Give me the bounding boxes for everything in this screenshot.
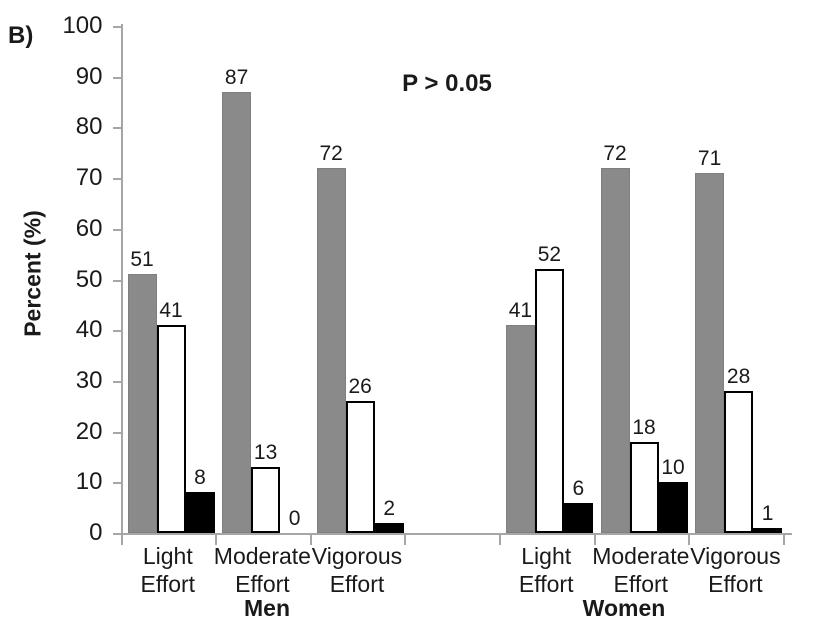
y-tick — [112, 26, 121, 28]
y-tick — [112, 228, 121, 231]
x-tick — [215, 535, 218, 545]
bar-gray — [695, 173, 725, 533]
bar-value-label: 52 — [537, 243, 562, 267]
y-tick — [112, 533, 121, 535]
y-tick — [112, 380, 121, 383]
category-label: Vigorous Effort — [690, 543, 781, 597]
bar-white — [534, 269, 564, 533]
bar-value-label: 2 — [383, 496, 396, 520]
bar-black — [658, 482, 688, 533]
y-tick — [112, 431, 121, 434]
bar-value-label: 71 — [697, 147, 722, 171]
bar-black — [753, 527, 783, 533]
y-tick-label: 50 — [75, 265, 103, 293]
bar-value-label: 1 — [761, 501, 774, 525]
y-tick-label: 80 — [75, 113, 103, 141]
bar-value-label: 18 — [632, 415, 656, 439]
x-tick — [593, 535, 596, 545]
bar-gray — [222, 91, 252, 533]
y-tick — [112, 330, 121, 333]
bar-gray — [316, 167, 346, 533]
bar-black — [374, 522, 404, 533]
y-tick-label: 10 — [75, 468, 103, 496]
y-tick-label: 60 — [75, 214, 103, 242]
category-label: Moderate Effort — [592, 543, 690, 597]
x-tick — [688, 535, 691, 545]
bar-value-label: 51 — [130, 248, 154, 272]
bar-value-label: 28 — [726, 365, 751, 389]
bar-value-label: 72 — [319, 141, 343, 165]
bar-value-label: 13 — [253, 441, 278, 465]
bar-value-label: 6 — [572, 476, 585, 500]
category-label: Light Effort — [518, 543, 574, 597]
y-tick — [112, 76, 121, 79]
bar-value-label: 41 — [508, 299, 533, 323]
y-tick-label: 30 — [75, 366, 103, 394]
bar-value-label: 41 — [159, 299, 183, 323]
category-label: Vigorous Effort — [311, 543, 403, 597]
y-axis-line — [120, 24, 123, 535]
bar-value-label: 87 — [224, 65, 249, 89]
bar-black — [185, 492, 215, 533]
y-tick-label: 100 — [62, 12, 103, 39]
bar-white — [345, 401, 375, 533]
bar-white — [156, 325, 186, 533]
group-label-women: Women — [582, 595, 666, 621]
category-label: Moderate Effort — [213, 543, 311, 597]
bar-white — [251, 467, 281, 533]
bar-value-label: 26 — [348, 375, 372, 399]
bar-gray — [600, 167, 630, 533]
bar-gray — [505, 325, 535, 533]
panel-label: B) — [8, 22, 34, 49]
x-tick — [782, 535, 785, 545]
y-tick-label: 0 — [89, 519, 103, 546]
bar-black — [563, 502, 593, 533]
y-tick — [112, 127, 121, 130]
category-label: Light Effort — [140, 543, 196, 597]
group-label-men: Men — [244, 595, 290, 621]
bar-value-label: 0 — [288, 507, 301, 530]
y-tick-label: 70 — [75, 164, 103, 192]
y-tick-label: 90 — [75, 62, 103, 90]
x-tick — [120, 535, 123, 545]
x-tick — [309, 535, 312, 545]
bar-gray — [127, 274, 157, 533]
y-tick — [112, 178, 121, 181]
bar-value-label: 8 — [194, 466, 206, 490]
bar-value-label: 72 — [603, 141, 627, 165]
y-tick-label: 40 — [75, 316, 103, 344]
y-tick — [112, 482, 121, 485]
x-tick — [404, 535, 407, 545]
p-value-annotation: P > 0.05 — [402, 70, 492, 97]
x-axis-line — [112, 533, 792, 535]
bar-white — [724, 391, 754, 533]
x-tick — [498, 535, 501, 545]
y-tick-label: 20 — [75, 417, 103, 445]
bar-value-label: 10 — [661, 456, 685, 480]
y-tick — [112, 279, 121, 282]
bar-white — [629, 441, 659, 533]
